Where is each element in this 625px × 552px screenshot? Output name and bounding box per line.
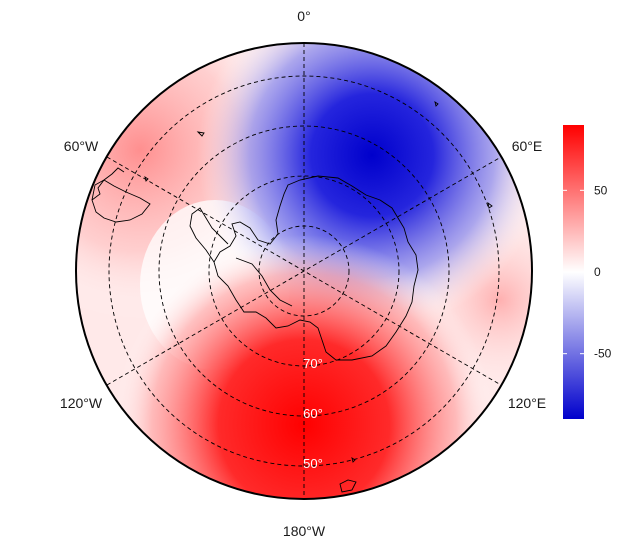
antarctica-coastline — [213, 175, 419, 361]
map-boundary — [75, 42, 533, 500]
latitude-label-60: 60° — [303, 406, 323, 421]
meridian-label-120e: 120°E — [508, 395, 546, 411]
colorbar-tick-label: 50 — [594, 183, 608, 197]
islet — [434, 100, 439, 107]
latitude-label-70: 70° — [303, 356, 323, 371]
data-field — [76, 43, 532, 499]
ice-shelf-outline — [235, 257, 293, 307]
peninsula-coastline — [189, 207, 229, 263]
macquarie-island — [351, 456, 356, 463]
graticule — [106, 43, 502, 499]
south-america-coastline — [91, 179, 151, 223]
latitude-label-50: 50° — [303, 456, 323, 471]
coastlines — [91, 100, 493, 493]
colorbar-ticks: 50 0 -50 — [563, 183, 612, 361]
colorbar-gradient — [563, 125, 584, 419]
colorbar-tick-label: -50 — [594, 347, 612, 361]
lat-circle-50 — [108, 75, 500, 467]
meridian-label-180w: 180°W — [283, 523, 326, 539]
kerguelen-island — [487, 201, 493, 209]
south-georgia-island — [196, 131, 205, 137]
meridian-label-0: 0° — [297, 8, 310, 24]
meridian-120 — [106, 156, 502, 386]
meridian-label-60e: 60°E — [512, 138, 543, 154]
islet — [144, 175, 149, 182]
south-america-west-coast — [91, 167, 125, 201]
colorbar: 50 0 -50 — [563, 125, 612, 419]
meridian-label-120w: 120°W — [60, 395, 103, 411]
new-zealand-island — [339, 479, 357, 493]
meridian-label-60w: 60°W — [64, 138, 99, 154]
colorbar-tick-label: 0 — [594, 265, 601, 279]
